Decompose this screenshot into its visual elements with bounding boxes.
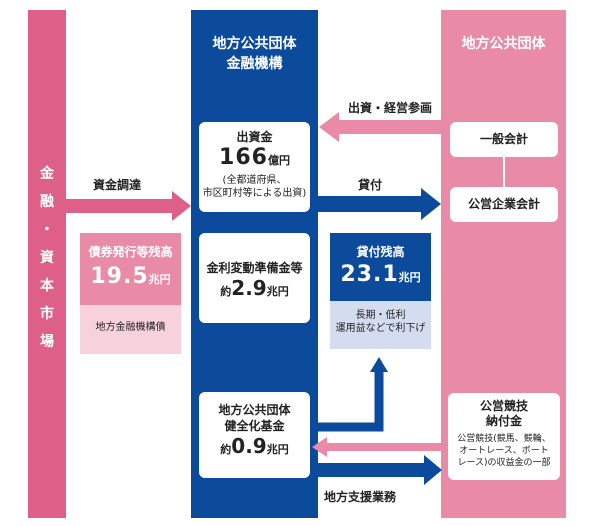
loans-title: 貸付残高	[356, 245, 405, 259]
race-box: 公営競技 納付金 公営競技(競馬、競輪、 オートレース、ボート レース)の収益金…	[448, 393, 560, 480]
invest-label: 出資・経営参画	[348, 101, 433, 115]
fund-title: 地方公共団体 健全化基金	[218, 403, 291, 433]
jfm-title: 地方公共団体 金融機構	[212, 36, 297, 72]
bonds-value: 19.5	[90, 264, 149, 289]
funding-arrow	[66, 191, 191, 221]
capital-box: 出資金 166億円 (全都道府県、 市区町村等による出資)	[199, 122, 310, 212]
fund-prefix: 約	[220, 443, 232, 456]
capital-note-1: (全都道府県、	[222, 175, 287, 186]
enterprise-account-box: 公営企業会計	[450, 187, 558, 222]
lending-arrow	[318, 188, 441, 220]
funding-label: 資金調達	[93, 178, 142, 192]
capital-note-2: 市区町村等による出資)	[202, 188, 307, 199]
reserve-value: 2.9	[231, 276, 267, 300]
account-connector	[503, 157, 505, 187]
fund-to-loans-arrow	[318, 372, 384, 432]
invest-arrow	[319, 112, 449, 142]
loans-sub-1: 長期・低利	[355, 310, 406, 321]
loans-value: 23.1	[340, 262, 399, 287]
support-arrow	[318, 455, 442, 485]
loans-sub: 長期・低利 運用益などで利下げ	[330, 309, 431, 335]
reserve-prefix: 約	[220, 285, 232, 298]
bonds-title: 債券発行等残高	[88, 245, 173, 259]
reserve-box: 金利変動準備金等 約2.9兆円	[199, 233, 310, 323]
loans-unit: 兆円	[398, 271, 421, 284]
reserve-unit: 兆円	[266, 285, 289, 298]
lending-label: 貸付	[358, 178, 383, 192]
bonds-sub: 地方金融機構債	[95, 322, 166, 333]
local-government-title: 地方公共団体	[461, 36, 546, 52]
capital-value: 166	[219, 145, 268, 170]
race-note: 公営競技(競馬、競輪、 オートレース、ボート レース)の収益金の一部	[457, 434, 551, 468]
race-title: 公営競技 納付金	[479, 399, 528, 428]
fund-unit: 兆円	[266, 443, 289, 456]
fund-box: 地方公共団体 健全化基金 約0.9兆円	[199, 392, 310, 478]
capital-unit: 億円	[267, 154, 290, 167]
general-account-box: 一般会計	[450, 122, 558, 157]
bonds-unit: 兆円	[148, 273, 171, 286]
financial-market-column: 金 融 ・ 資 本 市 場	[28, 10, 66, 518]
reserve-title: 金利変動準備金等	[206, 261, 303, 275]
loans-sub-2: 運用益などで利下げ	[335, 323, 426, 334]
bonds-header: 債券発行等残高 19.5兆円	[80, 233, 181, 305]
race-payment-arrow	[312, 437, 449, 457]
loans-header: 貸付残高 23.1兆円	[330, 233, 431, 301]
capital-title: 出資金	[236, 130, 273, 144]
financial-market-label: 金 融 ・ 資 本 市 場	[40, 166, 54, 350]
fund-value: 0.9	[231, 434, 267, 458]
support-label: 地方支援業務	[324, 490, 397, 504]
